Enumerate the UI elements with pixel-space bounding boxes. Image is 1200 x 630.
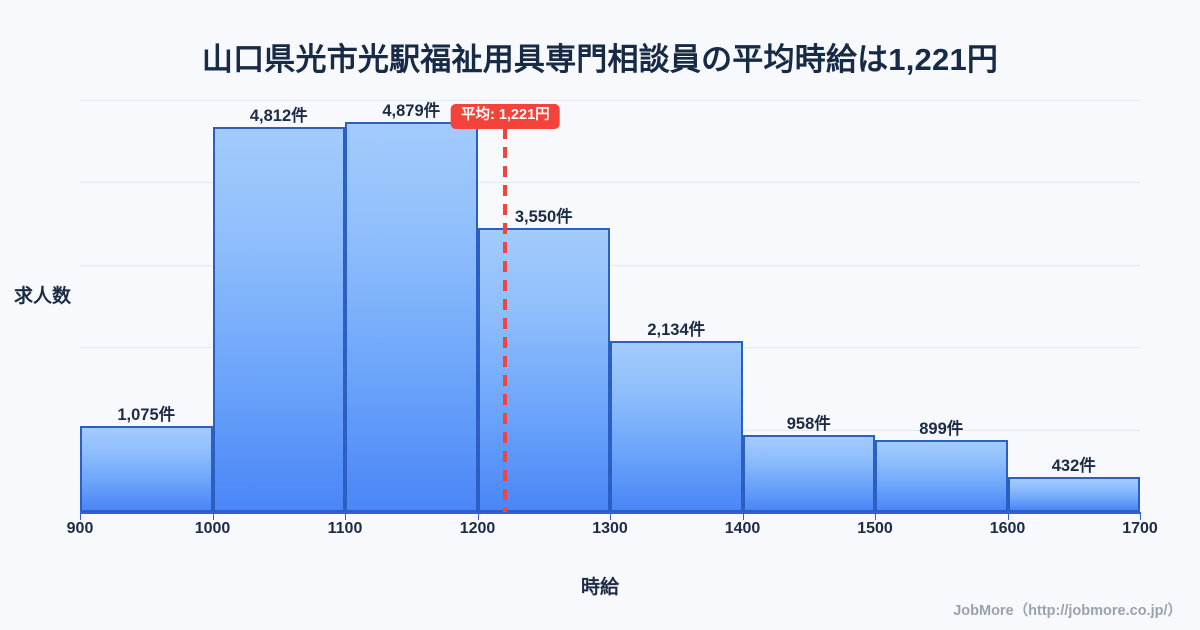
bar-value-label: 2,134件	[647, 321, 706, 340]
bar-value-label: 1,075件	[117, 406, 176, 424]
x-tick-mark	[610, 512, 611, 520]
y-axis-title: 求人数	[14, 286, 72, 307]
x-tick-mark	[212, 512, 214, 520]
average-badge: 平均: 1,221円	[450, 104, 560, 129]
gridline	[80, 182, 1140, 184]
histogram-bar[interactable]	[477, 228, 610, 512]
x-tick-mark	[1140, 512, 1141, 520]
bar-value-label: 3,550件	[514, 208, 573, 226]
x-tick-mark	[477, 512, 479, 520]
x-tick-label: 1600	[989, 520, 1026, 537]
page-title: 山口県光市光駅福祉用具専門相談員の平均時給は1,221円	[201, 42, 999, 77]
x-tick-label: 1100	[327, 520, 363, 537]
histogram-bar[interactable]	[742, 435, 875, 512]
bar-value-label: 4,879件	[382, 101, 441, 120]
x-tick-label: 1000	[194, 520, 231, 537]
gridline	[80, 264, 1140, 266]
x-tick-mark	[345, 512, 346, 520]
x-tick-mark	[875, 512, 876, 520]
bar-value-label: 4,812件	[249, 107, 308, 126]
x-tick-mark	[1007, 512, 1009, 520]
x-tick-label: 1500	[857, 520, 893, 537]
x-tick-mark	[742, 512, 744, 520]
plot-area: 1,075件 4,812件 4,879件 3,550件 2,134件 958件 899件 43…	[80, 100, 1140, 512]
average-dashed-line	[503, 128, 508, 512]
x-tick-label: 1300	[592, 520, 628, 537]
x-tick-label: 1700	[1122, 520, 1158, 537]
footer-credit: JobMore（http://jobmore.co.jp/）	[953, 603, 1182, 619]
histogram-bar[interactable]	[1007, 477, 1140, 512]
x-tick-label: 1400	[724, 520, 761, 537]
bar-value-label: 432件	[1051, 457, 1096, 476]
histogram-bar[interactable]	[345, 121, 478, 512]
x-tick-label: 900	[66, 520, 94, 537]
histogram-bar[interactable]	[80, 426, 213, 512]
histogram-bar[interactable]	[875, 440, 1008, 512]
gridline	[80, 100, 1140, 101]
x-tick-mark	[80, 512, 81, 520]
histogram-bar[interactable]	[212, 127, 345, 512]
bar-value-label: 958件	[786, 415, 831, 434]
bar-value-label: 899件	[919, 420, 964, 439]
histogram-bar[interactable]	[610, 341, 743, 512]
x-axis-title: 時給	[580, 577, 619, 598]
x-tick-label: 1200	[459, 520, 496, 537]
